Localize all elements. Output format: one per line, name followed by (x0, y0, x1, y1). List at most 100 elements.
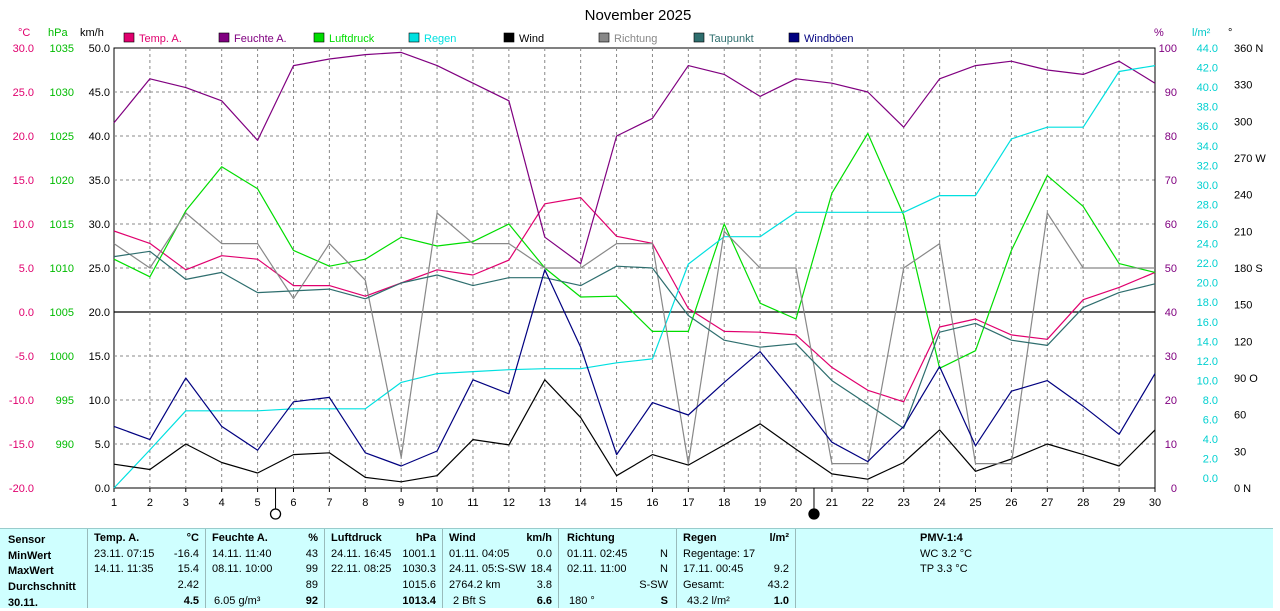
pressure-tick-label: 1015 (50, 219, 74, 231)
stats-press-min-value: 1001.1 (402, 548, 436, 560)
x-tick-label: 15 (610, 497, 622, 509)
stats-hum-max-value: 99 (305, 563, 318, 575)
x-tick-label: 13 (539, 497, 551, 509)
stats-rain-month-total: 43.2 l/m² (687, 595, 730, 607)
stats-col-sensor: Sensor MinWert MaxWert Durchschnitt 30.1… (0, 529, 88, 609)
stats-temp-min-value: -16.4 (173, 548, 199, 560)
temp-tick-label: 15.0 (13, 175, 34, 187)
rain-tick-label: 42.0 (1197, 63, 1218, 75)
humidity-tick-label: 50 (1165, 263, 1177, 275)
stats-wind-avg-value: 3.8 (536, 579, 552, 591)
x-tick-label: 27 (1041, 497, 1053, 509)
rain-tick-label: 30.0 (1197, 180, 1218, 192)
stats-wind-current-value: 6.6 (536, 595, 552, 607)
legend-label: Regen (424, 33, 456, 45)
rain-tick-label: 38.0 (1197, 102, 1218, 114)
stats-hum-min-value: 43 (305, 548, 318, 560)
stats-temp-avg-value: 2.42 (177, 579, 199, 591)
legend-swatch (408, 32, 420, 43)
legend-label: Richtung (614, 33, 657, 45)
stats-header-temp: Temp. A. (94, 532, 140, 544)
stats-col-temp: Temp. A. °C 23.11. 07:15 -16.4 14.11. 11… (88, 529, 206, 608)
humidity-tick-label: 70 (1165, 175, 1177, 187)
wind-tick-label: 25.0 (89, 263, 110, 275)
stats-dir-avg-value: S-SW (639, 579, 668, 591)
humidity-tick-label: 10 (1165, 439, 1177, 451)
direction-tick-label: 210 (1234, 226, 1252, 238)
temp-tick-label: 30.0 (13, 43, 34, 55)
humidity-tick-label: 80 (1165, 131, 1177, 143)
stats-header-pmv: PMV-1:4 (920, 532, 963, 544)
humidity-tick-label: 0 (1171, 483, 1177, 495)
humidity-tick-label: 100 (1159, 43, 1177, 55)
x-tick-label: 30 (1149, 497, 1161, 509)
direction-tick-label: 180 S (1234, 263, 1263, 275)
stats-wind-max-time: 24.11. 05:S-SW (449, 563, 526, 575)
stats-header-rain: Regen (683, 532, 717, 544)
stats-press-max-time: 22.11. 08:25 (331, 563, 392, 575)
x-tick-label: 8 (362, 497, 368, 509)
legend-label: Luftdruck (329, 33, 375, 45)
x-tick-label: 11 (467, 497, 478, 509)
rain-tick-label: 2.0 (1203, 454, 1218, 466)
pressure-unit-label: hPa (48, 27, 68, 39)
stats-temp-max-value: 15.4 (177, 563, 199, 575)
stats-rain-total-value: 43.2 (767, 579, 789, 591)
pressure-tick-label: 1030 (50, 87, 74, 99)
rain-tick-label: 28.0 (1197, 199, 1218, 211)
direction-tick-label: 120 (1234, 336, 1252, 348)
temp-tick-label: 0.0 (19, 307, 34, 319)
pressure-tick-label: 1000 (50, 351, 74, 363)
legend-swatch (693, 32, 705, 43)
temp-tick-label: 10.0 (13, 219, 34, 231)
stats-col-pressure: Luftdruck hPa 24.11. 16:45 1001.1 22.11.… (325, 529, 443, 608)
rain-tick-label: 18.0 (1197, 297, 1218, 309)
legend-label: Wind (519, 33, 544, 45)
temp-tick-label: -20.0 (9, 483, 34, 495)
humidity-tick-label: 60 (1165, 219, 1177, 231)
x-tick-label: 19 (754, 497, 766, 509)
direction-tick-label: 270 W (1234, 153, 1266, 165)
stats-rain-current-value: 1.0 (773, 595, 789, 607)
direction-tick-label: 300 (1234, 116, 1252, 128)
legend-swatch (218, 32, 230, 43)
stats-hum-current-value: 92 (305, 595, 318, 607)
weather-chart: November 2025 1 2 3 4 5 6 7 8 9 10 11 12 13 14 15 16 17 18… (9, 7, 1266, 520)
rain-tick-label: 36.0 (1197, 121, 1218, 133)
legend-label: Feuchte A. (234, 33, 287, 45)
series-line-wind (113, 379, 1156, 483)
rain-tick-label: 0.0 (1203, 473, 1218, 485)
stats-col-pmv: PMV-1:4 WC 3.2 °C TP 3.3 °C (796, 529, 1272, 608)
stats-hum-avg-value: 89 (305, 579, 318, 591)
x-tick-label: 29 (1113, 497, 1125, 509)
direction-tick-label: 90 O (1234, 373, 1258, 385)
stats-col-direction: Richtung 01.11. 02:45 N 02.11. 11:00 N S… (559, 529, 677, 608)
pressure-tick-label: 1010 (50, 263, 74, 275)
stats-dir-min-value: N (660, 548, 668, 560)
stats-pmv-windchill: WC 3.2 °C (920, 548, 973, 560)
stats-dir-max-value: N (660, 563, 668, 575)
wind-unit-label: km/h (80, 27, 104, 39)
chart-title: November 2025 (585, 7, 692, 24)
rain-tick-label: 44.0 (1197, 43, 1218, 55)
temp-tick-label: 25.0 (13, 87, 34, 99)
stats-rain-max-value: 9.2 (773, 563, 789, 575)
stats-row-min-label: MinWert (8, 550, 52, 562)
wind-tick-label: 20.0 (89, 307, 110, 319)
rain-tick-label: 16.0 (1197, 317, 1218, 329)
x-tick-label: 5 (255, 497, 261, 509)
x-tick-label: 7 (326, 497, 332, 509)
rain-tick-label: 22.0 (1197, 258, 1218, 270)
stats-rain-days: Regentage: 17 (683, 548, 756, 560)
wind-tick-label: 15.0 (89, 351, 110, 363)
x-tick-label: 24 (933, 497, 945, 509)
pressure-tick-label: 990 (56, 439, 74, 451)
stats-pmv-dewpoint: TP 3.3 °C (920, 563, 968, 575)
x-tick-label: 26 (1005, 497, 1017, 509)
temp-tick-label: -5.0 (15, 351, 34, 363)
x-tick-label: 2 (147, 497, 153, 509)
x-tick-label: 28 (1077, 497, 1089, 509)
rain-tick-label: 6.0 (1203, 415, 1218, 427)
x-tick-label: 17 (682, 497, 694, 509)
